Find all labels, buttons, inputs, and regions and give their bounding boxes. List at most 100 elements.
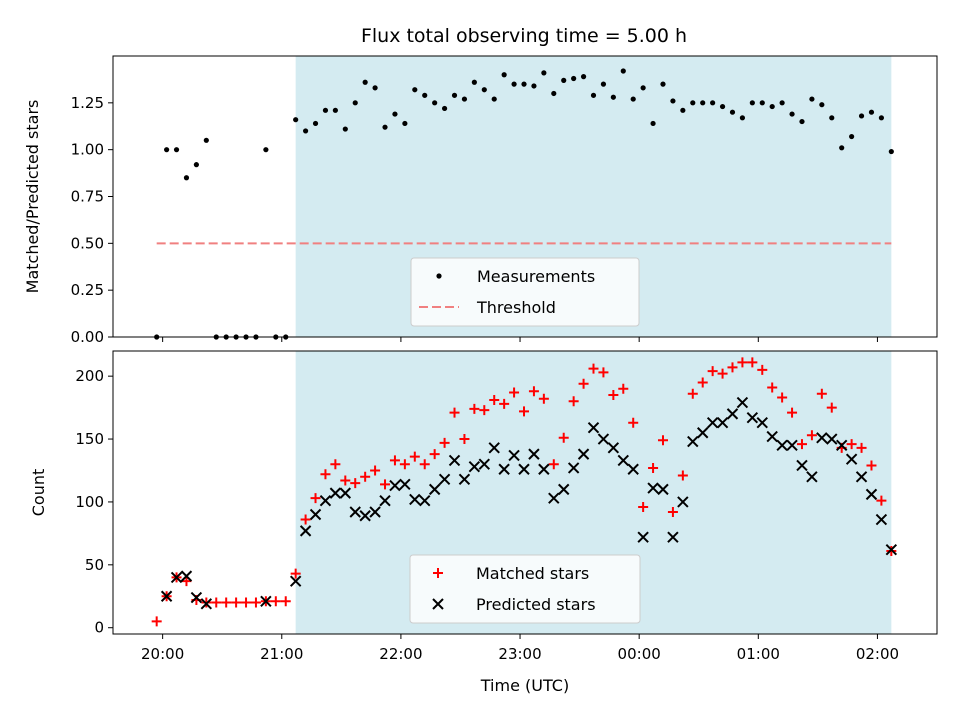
matched-star-point (767, 382, 778, 393)
matched-star-point (499, 398, 510, 409)
predicted-star-point (200, 598, 213, 610)
predicted-star-point (419, 494, 431, 507)
matched-star-point (380, 479, 391, 490)
measurement-point (590, 92, 597, 98)
measurement-point (372, 85, 378, 91)
measurement-point (749, 100, 755, 106)
measurement-point (868, 109, 875, 115)
measurement-point (561, 77, 567, 83)
measurement-point (501, 72, 507, 78)
x-tick-label: 00:00 (618, 645, 661, 663)
matched-star-point (787, 407, 798, 418)
x-tick-label: 02:00 (856, 645, 899, 663)
matched-star-point (638, 501, 649, 512)
matched-star-point (667, 506, 678, 517)
measurement-point (819, 102, 825, 108)
legend-box (410, 257, 640, 327)
legend-measurement-marker (436, 273, 442, 279)
predicted-star-point (696, 427, 709, 439)
measurement-point (441, 105, 448, 112)
matched-star-point (876, 495, 887, 506)
legend-label: Matched stars (476, 564, 589, 583)
matched-star-point (350, 478, 361, 489)
y-tick-label: 1.25 (71, 94, 104, 112)
ratio-panel: 0.00 0.25 0.50 0.75 1.00 1.25 Matched/Predict… (23, 55, 938, 346)
measurement-point (422, 92, 428, 98)
measurement-point (839, 145, 845, 151)
predicted-star-point (379, 494, 391, 507)
count-x-ticks: 20:00 21:00 22:00 23:00 00:00 01:00 02:00 (141, 634, 899, 663)
measurement-point (541, 70, 547, 76)
measurement-point (670, 98, 676, 104)
predicted-star-point (647, 482, 659, 494)
matched-star-point (558, 432, 569, 443)
predicted-star-point (548, 492, 560, 504)
predicted-star-point (776, 439, 788, 452)
measurement-point (263, 147, 269, 153)
legend-label: Measurements (477, 267, 595, 286)
measurement-point (432, 100, 438, 106)
measurement-point (799, 118, 805, 125)
measurement-point (193, 162, 199, 168)
matched-star-point (519, 406, 530, 417)
measurement-point (779, 100, 785, 106)
measurement-point (710, 100, 716, 106)
y-tick-label: 0.75 (71, 188, 104, 206)
legend-box (409, 554, 641, 624)
predicted-star-point (796, 459, 808, 472)
ratio-y-ticks: 0.00 0.25 0.50 0.75 1.00 1.25 (71, 94, 113, 346)
matched-star-point (628, 417, 639, 428)
count-plot-frame (112, 350, 938, 635)
measurement-point (551, 90, 557, 97)
y-tick-label: 150 (75, 430, 104, 448)
count-y-axis-label: Count (29, 469, 48, 517)
matched-star-point (151, 616, 162, 627)
x-tick-label: 01:00 (737, 645, 780, 663)
matched-star-point (429, 449, 440, 460)
matched-star-point (250, 597, 261, 608)
matched-star-point (399, 459, 410, 470)
predicted-star-point (806, 471, 818, 483)
measurement-point (580, 74, 587, 80)
matched-star-point (846, 439, 857, 450)
matched-star-point (320, 469, 331, 480)
predicted-star-point (677, 496, 689, 508)
predicted-star-point (835, 439, 848, 452)
predicted-star-point (369, 506, 381, 518)
count-y-ticks: 0 50 100 150 200 (75, 367, 113, 637)
measurement-point (858, 113, 865, 119)
predicted-star-point (627, 463, 639, 475)
predicted-star-point (607, 442, 620, 454)
matched-star-point (290, 568, 301, 579)
predicted-star-point (577, 448, 590, 460)
measurement-point (729, 109, 736, 115)
measurement-point (402, 120, 408, 127)
matched-star-point (687, 388, 698, 399)
measurement-point (183, 175, 190, 181)
y-tick-label: 50 (85, 556, 104, 574)
matched-star-point (479, 405, 490, 416)
matched-star-point (648, 462, 659, 473)
predicted-star-point (687, 435, 699, 448)
predicted-star-point (736, 396, 749, 409)
matched-star-point (270, 596, 281, 607)
matched-star-point (489, 395, 500, 406)
ratio-marks (154, 68, 894, 340)
matched-star-point (568, 396, 579, 407)
matched-star-point (330, 459, 341, 470)
predicted-star-point (786, 439, 798, 452)
y-tick-label: 0.50 (71, 234, 104, 252)
predicted-star-point (498, 463, 510, 475)
measurement-point (521, 81, 527, 87)
count-panel: 0 50 100 150 200 20:00 21:00 22:00 23:00 00:00 01… (29, 350, 938, 695)
matched-star-point (707, 366, 718, 377)
chart-title: Flux total observing time = 5.00 h (361, 25, 687, 47)
predicted-star-point (508, 449, 520, 462)
measurement-point (352, 100, 358, 106)
measurement-point (660, 81, 666, 87)
y-tick-label: 1.00 (71, 141, 104, 159)
measurement-point (382, 124, 388, 130)
measurement-point (630, 96, 636, 102)
x-tick-label: 23:00 (498, 645, 541, 663)
matched-star-point (439, 437, 450, 448)
